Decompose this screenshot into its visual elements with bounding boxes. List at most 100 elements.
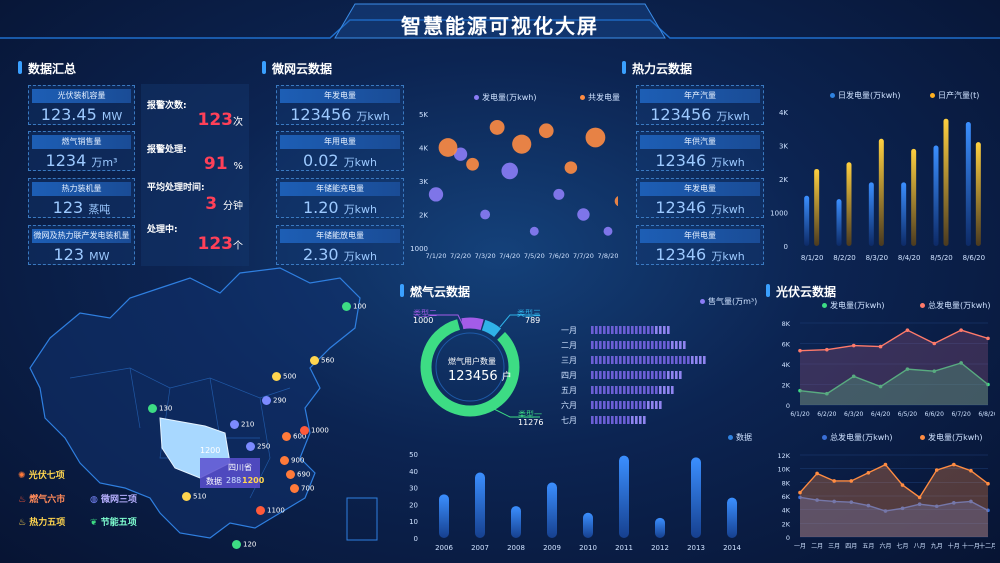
map-point[interactable]: 510 bbox=[182, 492, 206, 501]
pv-area-chart-top: 8K 6K 4K 2K 06/1/20 6/2/20 6/3/20 6/4/20 6/5/20 6… bbox=[782, 320, 995, 418]
map-point[interactable]: 290 bbox=[262, 396, 286, 405]
data-point bbox=[849, 479, 854, 483]
map-data-value: 288 bbox=[226, 476, 242, 485]
data-point bbox=[798, 490, 802, 495]
map-point-icon bbox=[272, 372, 281, 381]
map-point[interactable]: 250 bbox=[246, 442, 270, 451]
x-tick-label: 一月 bbox=[794, 543, 806, 550]
map-point[interactable]: 700 bbox=[290, 484, 314, 493]
pv-bottom-legend-2: 发电量(万kwh) bbox=[920, 432, 983, 443]
bar bbox=[901, 182, 907, 246]
x-tick-label: 八月 bbox=[914, 543, 926, 550]
bar bbox=[836, 199, 842, 246]
map-point[interactable]: 900 bbox=[280, 456, 304, 465]
x-tick-label: 十一月 bbox=[962, 542, 980, 550]
area-fill bbox=[800, 330, 988, 405]
map-point[interactable]: 100 bbox=[342, 302, 366, 311]
map-point[interactable]: 210 bbox=[230, 420, 254, 429]
map-point-icon bbox=[280, 456, 289, 465]
x-tick-label: 7/4/20 bbox=[499, 252, 520, 260]
stat-label: 年发电量 bbox=[640, 182, 760, 196]
y-tick-label: 30 bbox=[409, 485, 418, 493]
x-tick-label: 6/8/20 bbox=[978, 411, 995, 418]
y-tick-label: 3K bbox=[419, 178, 428, 186]
gas-type2-value: 1000 bbox=[413, 316, 434, 325]
fire-icon: ♨ bbox=[18, 495, 27, 505]
map-point-icon bbox=[148, 404, 157, 413]
stat-microgrid-capacity: 微网及热力联产发电装机量 123 MW bbox=[28, 225, 135, 265]
map-point[interactable]: 500 bbox=[272, 372, 296, 381]
microgrid-stat-discharge: 年储能放电量 2.30 万kwh bbox=[276, 225, 404, 265]
x-tick-label: 8/3/20 bbox=[866, 254, 889, 262]
series-line bbox=[799, 329, 989, 352]
stat-value: 2.30 bbox=[302, 245, 339, 264]
gas-type1-value: 11276 bbox=[518, 418, 544, 427]
bar bbox=[846, 162, 852, 246]
bar bbox=[619, 455, 629, 538]
stat-unit: 万kwh bbox=[711, 203, 745, 216]
heat-stat-steam-output: 年产汽量 123456 万kwh bbox=[636, 85, 764, 125]
map-data-label: 数据 bbox=[206, 477, 222, 486]
map-point[interactable]: 1000 bbox=[300, 426, 329, 435]
map-point[interactable]: 1100 bbox=[256, 506, 285, 515]
y-tick-label: 12K bbox=[777, 452, 790, 460]
bubble-point bbox=[501, 162, 518, 180]
map-point-icon bbox=[230, 420, 239, 429]
stat-unit: 万kwh bbox=[716, 110, 750, 123]
map-point-icon bbox=[282, 432, 291, 441]
x-tick-label: 九月 bbox=[931, 542, 943, 550]
stat-unit: 万kwh bbox=[356, 110, 390, 123]
section-heat: 热力云数据 bbox=[622, 60, 692, 77]
gas-hbar-legend: 售气量(万m³) bbox=[700, 296, 757, 307]
bar bbox=[933, 145, 939, 246]
pv-bottom-legend-1: 总发电量(万kwh) bbox=[822, 432, 893, 443]
map-point-icon bbox=[342, 302, 351, 311]
data-point bbox=[932, 341, 937, 346]
stat-heat-capacity: 热力装机量 123 蒸吨 bbox=[28, 178, 135, 218]
data-point bbox=[849, 500, 854, 504]
data-point bbox=[932, 369, 937, 373]
data-point bbox=[986, 508, 990, 513]
x-tick-label: 7/3/20 bbox=[475, 252, 496, 260]
x-tick-label: 四月 bbox=[845, 543, 857, 550]
heat-legend-1: 日发电量(万kwh) bbox=[830, 90, 901, 101]
y-tick-label: 2K bbox=[782, 382, 791, 390]
y-tick-label: 三月 bbox=[561, 356, 577, 365]
section-summary: 数据汇总 bbox=[18, 60, 76, 77]
y-tick-label: 四月 bbox=[561, 371, 577, 380]
stat-unit: MW bbox=[89, 250, 110, 263]
alarm-count-label: 报警次数: bbox=[147, 101, 187, 111]
y-tick-label: 1000 bbox=[770, 210, 788, 218]
stat-label: 微网及热力联产发电装机量 bbox=[32, 229, 131, 243]
map-legend-item: ❦ 节能五项 bbox=[90, 518, 137, 528]
map-point[interactable]: 600 bbox=[282, 432, 306, 441]
x-tick-label: 6/1/20 bbox=[790, 411, 809, 418]
bar bbox=[591, 416, 646, 424]
y-tick-label: 一月 bbox=[561, 326, 577, 335]
y-tick-label: 5K bbox=[419, 111, 428, 119]
map-point-icon bbox=[290, 484, 299, 493]
x-tick-label: 2007 bbox=[471, 544, 489, 552]
globe-icon: ◍ bbox=[90, 495, 98, 505]
map-data-value2: 1200 bbox=[242, 476, 265, 485]
map-point[interactable]: 130 bbox=[148, 404, 172, 413]
bar bbox=[475, 472, 485, 538]
map-point-icon bbox=[286, 470, 295, 479]
bar bbox=[439, 494, 449, 538]
stat-unit: 万kwh bbox=[343, 203, 378, 216]
data-point bbox=[986, 382, 990, 387]
y-tick-label: 6K bbox=[782, 341, 791, 349]
map-point[interactable]: 690 bbox=[286, 470, 310, 479]
map-point-label: 1100 bbox=[267, 506, 285, 515]
sun-icon: ✺ bbox=[18, 471, 26, 481]
data-point bbox=[952, 501, 956, 505]
map-point[interactable]: 120 bbox=[232, 540, 256, 549]
map-point-icon bbox=[182, 492, 191, 501]
data-point bbox=[878, 384, 883, 389]
map-point[interactable]: 560 bbox=[310, 356, 334, 365]
x-tick-label: 2009 bbox=[543, 544, 561, 552]
y-tick-label: 五月 bbox=[561, 386, 577, 395]
map-point-label: 210 bbox=[241, 420, 255, 429]
